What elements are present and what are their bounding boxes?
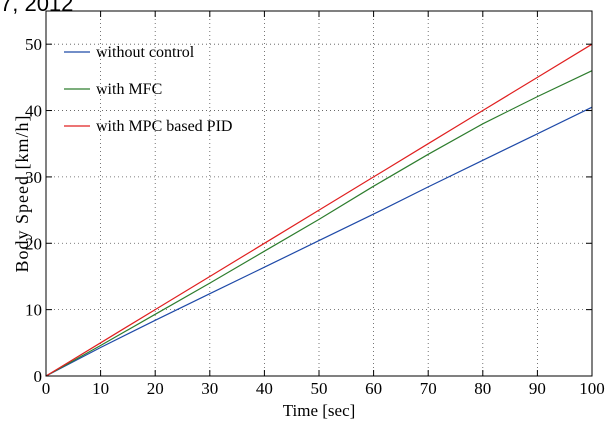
y-tick-label: 40 — [25, 102, 42, 121]
series-lines — [45, 43, 593, 377]
x-tick-label: 70 — [420, 379, 437, 398]
series-line-1 — [45, 106, 593, 377]
x-tick-label: 0 — [42, 379, 51, 398]
x-tick-label: 20 — [147, 379, 164, 398]
header-fragment: 7, 2012 — [0, 0, 74, 16]
y-tick-label: 0 — [34, 367, 43, 386]
legend-label-3: with MPC based PID — [96, 118, 232, 135]
y-tick-label: 20 — [25, 234, 42, 253]
x-tick-label: 60 — [365, 379, 382, 398]
legend-label-2: with MFC — [96, 81, 162, 98]
x-tick-label: 50 — [311, 379, 328, 398]
x-tick-label: 100 — [579, 379, 605, 398]
series-line-2 — [45, 70, 593, 377]
x-tick-label: 30 — [201, 379, 218, 398]
x-tick-label: 10 — [92, 379, 109, 398]
series-line-3 — [45, 43, 593, 377]
x-tick-label: 40 — [256, 379, 273, 398]
y-tick-label: 30 — [25, 168, 42, 187]
y-axis-label: Body Speed [km/h] — [12, 115, 32, 273]
x-tick-label: 90 — [529, 379, 546, 398]
grid-lines — [46, 11, 592, 376]
legend: without control with MFC with MPC based PI… — [64, 44, 232, 135]
x-axis-label: Time [sec] — [283, 401, 356, 420]
y-tick-label: 10 — [25, 301, 42, 320]
axis-ticks: 0 10 20 30 40 50 60 70 80 90 100 0 10 20 30 40 50 — [25, 11, 605, 398]
x-tick-label: 80 — [474, 379, 491, 398]
legend-label-1: without control — [96, 44, 195, 61]
plot-area-frame — [45, 10, 593, 377]
y-tick-label: 50 — [25, 35, 42, 54]
